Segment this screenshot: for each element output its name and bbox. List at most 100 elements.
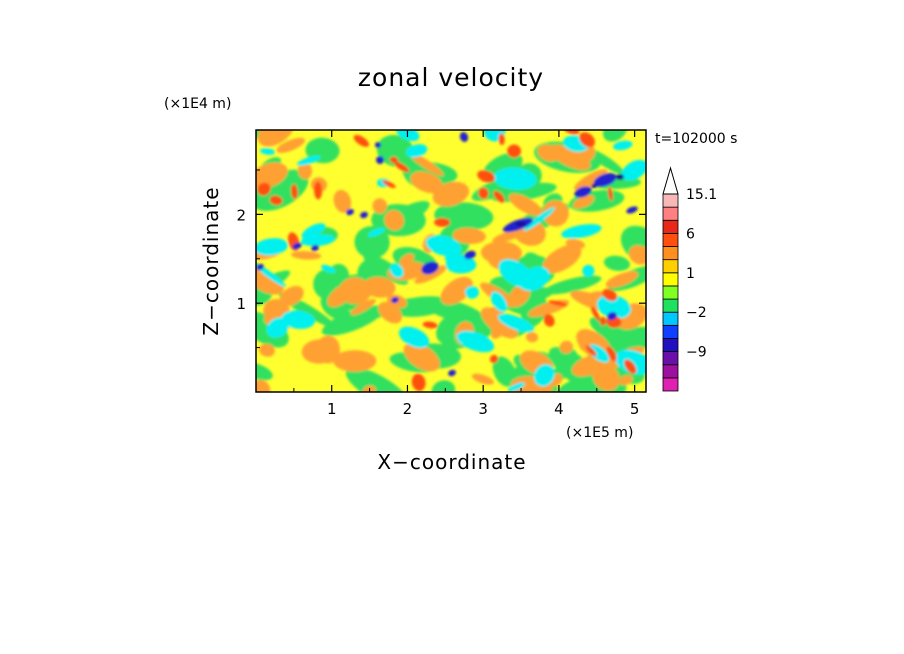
field-blob [452,227,486,245]
field-blob [333,189,352,213]
colorbar-segment [662,351,679,366]
colorbar-segment [662,246,679,261]
field-blob [269,195,283,206]
field-blob [607,311,617,321]
y-scale-note: (×1E4 m) [164,96,231,112]
colorbar-segment [662,272,679,287]
field-blob [403,342,440,372]
colorbar-segment [662,377,679,392]
field-blob [367,227,385,237]
x-scale-note: (×1E5 m) [566,425,633,441]
field-blob [290,184,298,200]
x-tick-label: 5 [630,400,640,418]
y-axis-label: Z−coordinate [199,186,223,335]
field-blob [354,226,390,259]
field-blob [421,261,439,275]
field-blob [256,263,264,271]
x-tick-label: 1 [327,400,337,418]
field-blob [599,316,606,326]
field-blob [327,283,355,308]
field-blob [464,250,476,260]
field-blob [542,200,569,227]
field-blob [605,271,639,288]
field-blob [591,306,601,322]
field-blob [296,155,321,166]
field-blob [391,296,399,304]
field-blob [614,349,646,375]
field-blob [602,288,618,302]
field-blob [478,187,489,199]
colorbar: 15.1 6 1 −2 −9 [662,166,717,392]
field-blob [492,229,526,243]
field-blob [321,264,336,273]
field-blob [311,244,319,252]
field-blob [559,340,574,354]
field-blob [410,171,443,194]
field-blob [612,140,633,151]
x-tick-label: 3 [478,400,488,418]
field-blob [393,161,410,173]
colorbar-segment [662,311,679,326]
field-blob [398,326,430,349]
field-blob [256,311,289,348]
field-blob [490,291,508,312]
colorbar-segment [662,232,679,247]
field-blob [513,179,526,187]
field-blob [382,180,396,189]
field-blob [260,148,276,155]
field-blob [604,326,646,353]
field-blob [523,207,556,232]
field-blob [487,306,508,332]
field-blob [360,211,368,219]
field-blob [406,144,428,158]
x-tick-label: 2 [403,400,413,418]
field-blob [498,259,534,288]
field-blob [301,223,326,239]
colorbar-segment [662,324,679,339]
field-blob [592,364,620,391]
field-blob [579,132,596,148]
x-axis-ticks: 1 2 3 4 5 [293,130,640,418]
field-blob [491,182,557,202]
field-blob [389,263,404,278]
field-blob [588,344,610,363]
field-blob [456,330,495,353]
field-blob [292,242,302,250]
field-blob [493,190,505,203]
field-blob [315,335,340,364]
colorbar-label: −9 [686,345,707,361]
field-blobs [256,130,646,392]
field-blob [582,264,595,277]
field-blob [507,382,526,392]
colorbar-label: 15.1 [686,187,717,203]
colorbar-segment [662,193,679,208]
colorbar-segment [662,259,679,274]
field-blob [464,286,480,299]
colorbar-extend-arrow [662,166,679,195]
field-blob [279,286,304,307]
field-blob [561,224,602,239]
plot-frame [255,129,647,393]
field-blob [498,133,505,146]
field-blob [548,300,568,307]
field-blob [281,310,315,329]
colorbar-label: −2 [686,305,707,321]
field-blob [333,350,377,372]
field-blob [574,169,608,191]
colorbar-segment [662,219,679,234]
field-blob [422,321,438,329]
field-blob [291,251,322,260]
field-blob [256,379,271,392]
field-blob [489,354,498,364]
field-blob [565,238,586,249]
field-blob [345,367,410,392]
y-tick-label: 1 [236,295,246,313]
field-blob [585,345,597,357]
field-blob [621,159,646,181]
field-blob [533,364,555,387]
field-blob [408,152,444,177]
field-blob [574,186,592,198]
field-blob [414,265,447,284]
colorbar-segment [662,298,679,313]
field-blob [459,132,469,142]
